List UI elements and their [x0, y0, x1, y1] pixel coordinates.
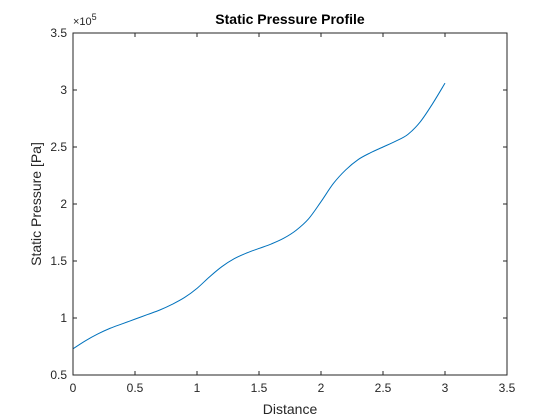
axes-box: [72, 32, 508, 376]
y-tick-label: 2.5: [50, 140, 67, 154]
y-tick-label: 3: [60, 83, 67, 97]
y-tick-label: 0.5: [50, 368, 67, 382]
series-line: [72, 82, 446, 350]
x-axis-label: Distance: [263, 401, 318, 417]
plot-area: [73, 33, 507, 375]
y-axis-multiplier: ×105: [73, 12, 97, 28]
y-tick-label: 2: [60, 197, 67, 211]
y-axis-label: Static Pressure [Pa]: [28, 142, 44, 266]
x-tick-label: 3.5: [499, 381, 516, 395]
x-tick-label: 2.5: [375, 381, 392, 395]
x-tick-label: 3: [442, 381, 449, 395]
y-tick-label: 1.5: [50, 254, 67, 268]
x-tick-label: 0.5: [127, 381, 144, 395]
x-tick-label: 2: [318, 381, 325, 395]
x-tick-label: 0: [70, 381, 77, 395]
y-tick-label: 1: [60, 311, 67, 325]
y-tick-label: 3.5: [50, 26, 67, 40]
x-tick-label: 1.5: [251, 381, 268, 395]
chart-title: Static Pressure Profile: [215, 11, 365, 27]
x-tick-label: 1: [194, 381, 201, 395]
